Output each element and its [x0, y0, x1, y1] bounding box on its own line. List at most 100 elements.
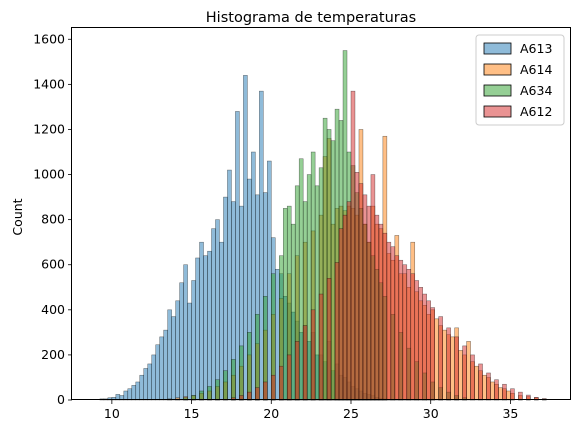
bar-A613-12 [147, 363, 152, 401]
legend-swatch-A634 [483, 84, 512, 97]
bar-A612-17 [350, 90, 356, 401]
y-tick-label-1200: 1200 [33, 121, 65, 136]
bar-A634-17 [298, 158, 304, 401]
legend-swatch-A612 [483, 105, 512, 118]
bar-A612-45 [494, 379, 499, 401]
x-tick-label-25: 25 [343, 406, 359, 421]
legend: A613 A614 A634 A612 [475, 34, 565, 126]
bar-A614-50 [442, 329, 447, 401]
bar-A612-37 [430, 307, 435, 401]
bar-A613-25 [199, 241, 204, 401]
bar-A612-48 [518, 391, 523, 401]
bar-A614-56 [466, 341, 471, 401]
bar-A613-21 [183, 264, 188, 401]
y-tick-label-200: 200 [41, 347, 65, 362]
y-tick-label-800: 800 [41, 212, 65, 227]
bar-A612-20 [362, 194, 368, 401]
bar-A612-42 [470, 354, 475, 401]
x-tick-label-35: 35 [502, 406, 518, 421]
bar-A612-47 [510, 388, 515, 401]
bar-A612-16 [346, 201, 352, 401]
bar-A612-27 [390, 246, 396, 401]
bar-A613-7 [127, 388, 133, 401]
bar-A612-44 [486, 372, 491, 401]
bar-A613-8 [131, 385, 137, 401]
bar-A613-26 [203, 255, 208, 401]
plot-frame [71, 27, 571, 400]
bar-A612-24 [378, 223, 384, 401]
bar-A634-3 [207, 386, 212, 401]
bar-A634-23 [322, 117, 328, 401]
bar-A634-7 [239, 345, 244, 401]
bar-A613-24 [195, 257, 200, 401]
bar-A612-25 [382, 232, 388, 401]
bar-A613-9 [135, 381, 141, 401]
bar-A612-36 [426, 300, 431, 401]
x-axis: 10 15 20 25 30 35 [104, 400, 518, 421]
bar-A612-9 [302, 325, 308, 401]
bar-A614-64 [498, 387, 503, 401]
bar-A612-19 [358, 183, 364, 401]
x-tick-label-20: 20 [263, 406, 279, 421]
bar-A612-4 [263, 381, 268, 401]
bar-A613-20 [179, 282, 184, 401]
y-tick-label-1000: 1000 [33, 167, 65, 182]
bar-A613-30 [219, 241, 224, 401]
bar-A612-40 [454, 336, 459, 401]
bar-A613-29 [215, 219, 220, 401]
bar-A612-46 [502, 383, 507, 401]
bar-A614-58 [474, 365, 479, 401]
bar-A634-19 [306, 174, 312, 401]
bar-A613-38 [251, 151, 256, 401]
bar-A613-34 [235, 111, 240, 401]
bar-A612-14 [338, 228, 344, 401]
bar-A612-41 [462, 345, 467, 401]
bar-A613-19 [175, 300, 180, 401]
legend-label-A634: A634 [520, 83, 552, 98]
bar-A613-22 [187, 302, 192, 401]
bar-A634-8 [247, 332, 252, 401]
bar-A613-42 [267, 160, 272, 401]
bar-A612-13 [334, 262, 340, 401]
bar-A612-2 [247, 391, 252, 401]
legend-label-A614: A614 [520, 62, 552, 77]
bar-A613-36 [243, 75, 248, 401]
y-axis-title: Count [10, 198, 25, 235]
bar-A612-39 [446, 327, 451, 401]
bar-A634-6 [231, 359, 236, 401]
legend-box [475, 34, 565, 126]
bar-A613-18 [171, 316, 176, 401]
bar-A634-25 [330, 140, 336, 401]
bar-A614-62 [490, 381, 495, 401]
bar-A613-11 [143, 368, 148, 401]
bar-A612-8 [294, 341, 300, 401]
x-tick-label-15: 15 [184, 406, 200, 421]
bar-A612-30 [402, 264, 408, 401]
bar-A612-23 [374, 214, 380, 401]
bar-A613-10 [139, 374, 144, 401]
bar-A612-5 [271, 374, 276, 401]
bar-A613-14 [155, 344, 160, 401]
bar-A614-48 [434, 318, 439, 401]
bar-A614-60 [482, 374, 487, 401]
bar-A613-27 [207, 250, 212, 401]
bar-A612-34 [418, 287, 423, 401]
y-tick-label-400: 400 [41, 302, 65, 317]
bar-A612-6 [279, 365, 284, 401]
bar-A612-21 [366, 205, 372, 401]
bar-A634-2 [199, 390, 204, 401]
bar-A612-11 [318, 293, 324, 401]
bar-A634-9 [255, 314, 260, 401]
bar-A613-40 [259, 90, 264, 401]
bar-A612-31 [406, 268, 412, 401]
bar-A613-44 [275, 268, 280, 401]
bar-A634-21 [314, 185, 320, 401]
bar-A612-15 [342, 214, 348, 401]
bar-A612-7 [286, 354, 292, 401]
bar-A613-28 [211, 228, 216, 401]
y-axis: 0 200 400 600 800 1000 1200 1400 1600 [33, 31, 72, 407]
bar-A612-3 [255, 387, 260, 401]
bar-A613-31 [223, 196, 228, 401]
bar-A612-26 [386, 241, 392, 401]
y-tick-label-1600: 1600 [33, 31, 65, 46]
